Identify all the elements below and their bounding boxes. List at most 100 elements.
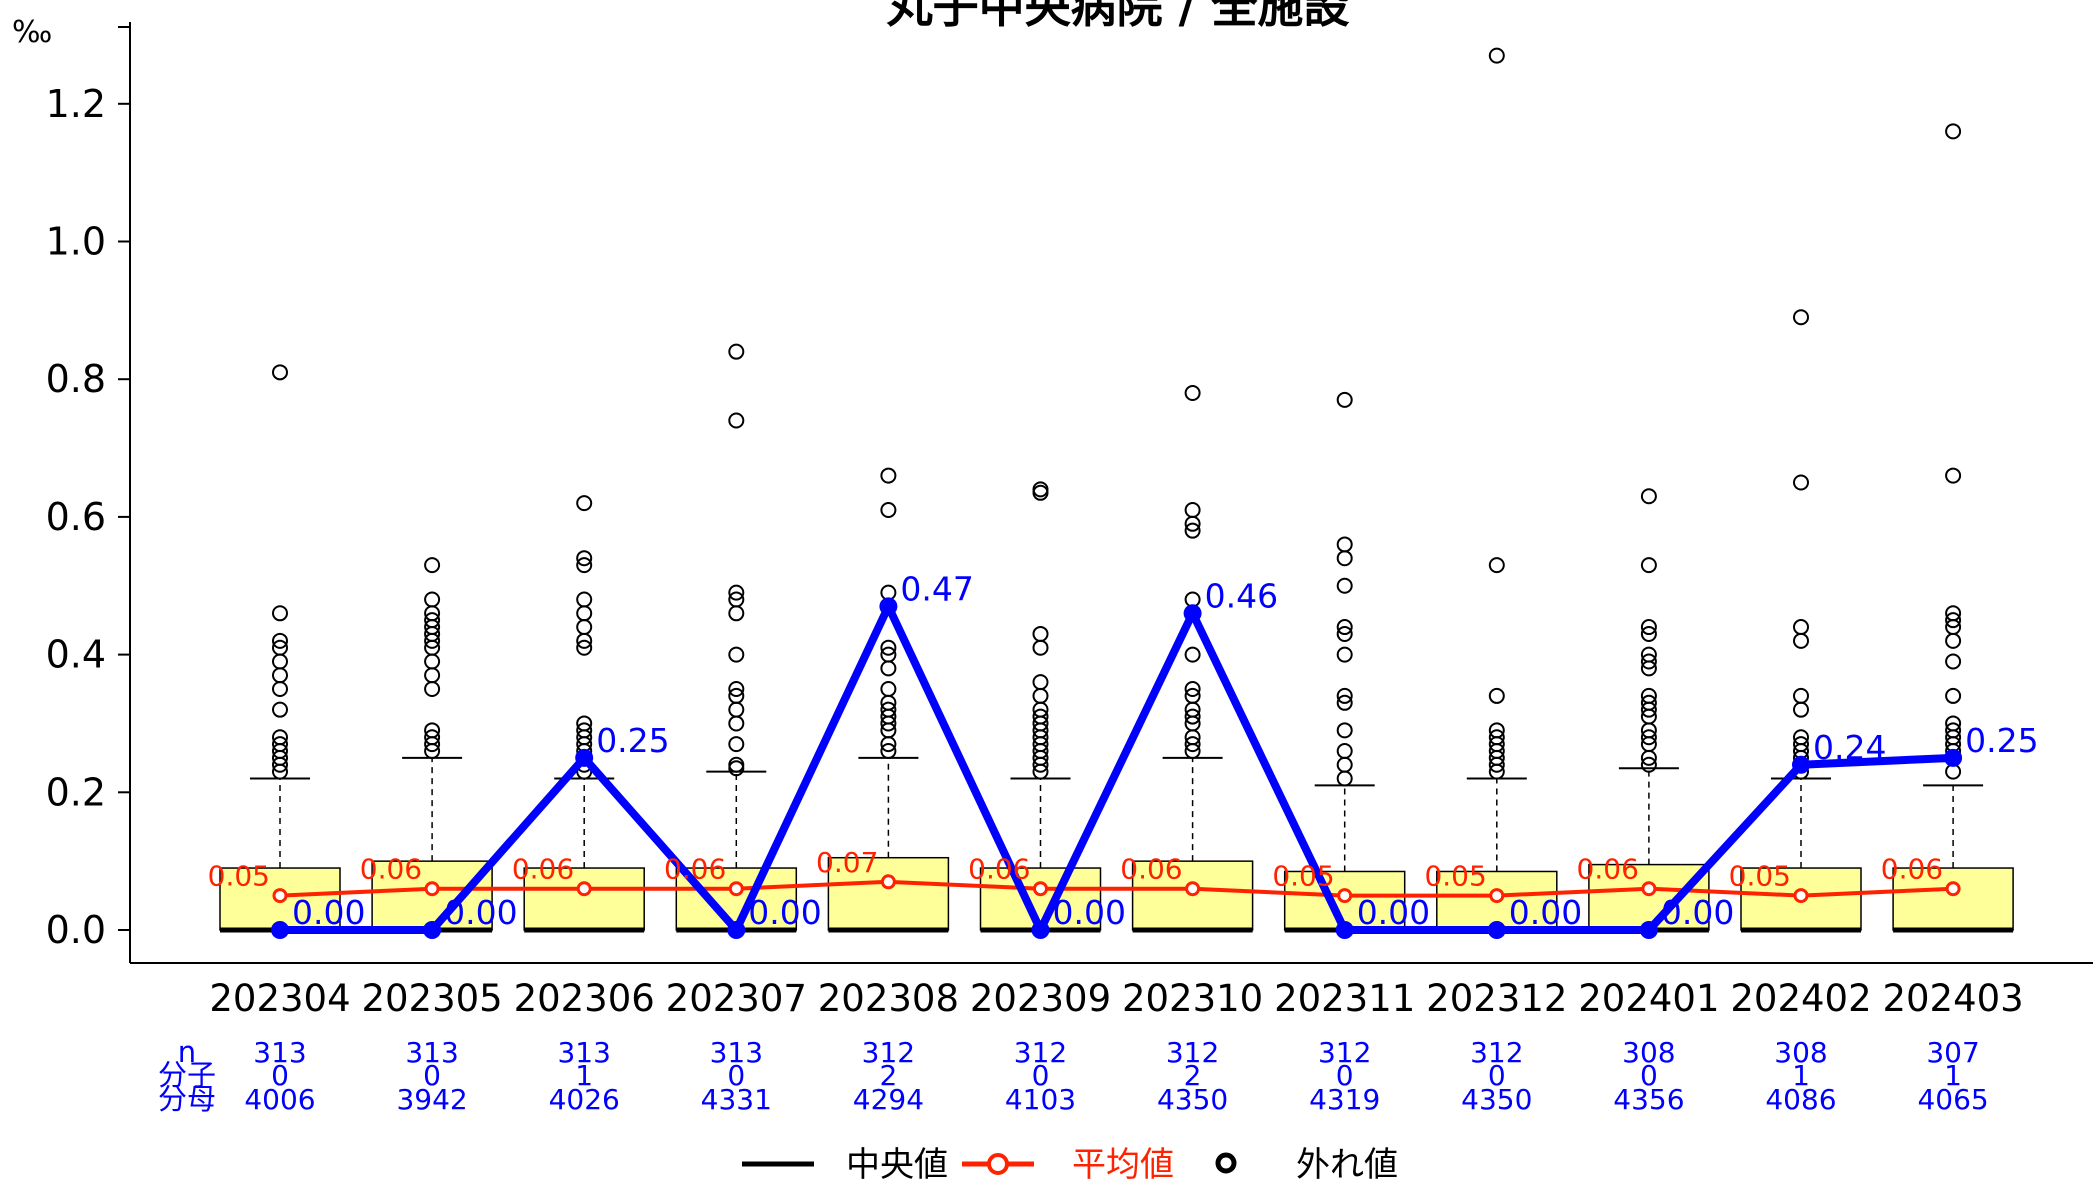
outlier-point xyxy=(880,502,897,519)
outlier-point xyxy=(272,667,288,684)
x-tick-label: 202401 xyxy=(1578,977,1719,1020)
y-tick-label: 0.2 xyxy=(46,770,106,814)
outlier-point xyxy=(1640,749,1657,766)
x-tick-label: 202306 xyxy=(514,977,655,1020)
outlier-point xyxy=(1640,488,1657,505)
x-tick-label: 202311 xyxy=(1274,977,1415,1020)
facility-data-label: 0.46 xyxy=(1205,576,1278,615)
table-n-value: 313 xyxy=(405,1036,458,1069)
mean-point xyxy=(1337,888,1353,904)
outlier-point xyxy=(728,605,745,622)
outlier-point xyxy=(272,605,288,622)
mean-point xyxy=(576,881,592,897)
facility-point xyxy=(1792,755,1810,774)
mean-data-label: 0.06 xyxy=(968,853,1030,886)
facility-data-label: 0.00 xyxy=(444,893,517,932)
outlier-point xyxy=(880,715,897,732)
table-numerator-value: 1 xyxy=(1944,1059,1962,1092)
table-denominator-value: 4294 xyxy=(853,1083,924,1116)
table-n-value: 312 xyxy=(1318,1036,1371,1069)
legend-mean-label: 平均値 xyxy=(1072,1145,1174,1184)
outlier-point xyxy=(1945,632,1962,649)
table-n-value: 308 xyxy=(1774,1036,1827,1069)
y-tick-label: 1.2 xyxy=(46,82,106,126)
outlier-point xyxy=(1032,484,1049,501)
facility-data-label: 0.00 xyxy=(1053,893,1126,932)
mean-point xyxy=(272,888,288,904)
outlier-point xyxy=(272,756,288,773)
outlier-point xyxy=(576,639,593,656)
table-n-value: 312 xyxy=(1470,1036,1523,1069)
x-tick-label: 202308 xyxy=(818,977,959,1020)
outlier-point xyxy=(424,632,441,649)
y-tick-label: 0.8 xyxy=(46,357,106,401)
outlier-point xyxy=(880,742,897,759)
table-n-value: 313 xyxy=(710,1036,763,1069)
outlier-point xyxy=(1336,619,1353,636)
y-tick-label: 0.0 xyxy=(46,908,106,952)
outlier-point xyxy=(1793,474,1809,491)
outlier-point xyxy=(576,619,593,636)
outlier-point xyxy=(1640,619,1657,636)
outlier-point xyxy=(1184,681,1201,698)
facility-point xyxy=(1335,921,1354,939)
table-denominator-value: 4356 xyxy=(1613,1083,1684,1116)
mean-data-label: 0.05 xyxy=(1729,860,1791,893)
table-denominator-value: 4065 xyxy=(1917,1083,1988,1116)
mean-point xyxy=(728,881,744,897)
facility-data-label: 0.00 xyxy=(748,893,821,932)
mean-data-label: 0.06 xyxy=(1577,853,1639,886)
facility-data-label: 0.00 xyxy=(1357,893,1430,932)
facility-point xyxy=(575,748,594,767)
outlier-point xyxy=(1336,722,1353,739)
outlier-point xyxy=(424,742,441,759)
outlier-point xyxy=(728,343,745,360)
x-tick-label: 202307 xyxy=(666,977,807,1020)
table-numerator-value: 0 xyxy=(1032,1059,1050,1092)
facility-point xyxy=(1944,748,1963,767)
x-tick-label: 202310 xyxy=(1122,977,1263,1020)
table-denominator-value: 4319 xyxy=(1309,1083,1380,1116)
table-denominator-value: 4086 xyxy=(1765,1083,1836,1116)
outlier-point xyxy=(728,681,745,698)
outlier-point xyxy=(1184,502,1201,519)
outlier-point xyxy=(576,495,593,512)
outlier-point xyxy=(1184,742,1201,759)
x-tick-label: 202312 xyxy=(1426,977,1567,1020)
facility-data-label: 0.47 xyxy=(900,569,973,608)
outlier-point xyxy=(728,736,745,753)
table-denominator-value: 4331 xyxy=(701,1083,772,1116)
facility-series-line xyxy=(280,602,1954,934)
mean-data-label: 0.06 xyxy=(1881,853,1943,886)
outlier-point xyxy=(1032,756,1049,773)
outlier-point xyxy=(1793,619,1809,636)
outlier-point xyxy=(576,591,593,608)
outlier-point xyxy=(1793,687,1809,704)
outlier-point xyxy=(424,736,441,753)
table-numerator-value: 0 xyxy=(423,1059,441,1092)
box xyxy=(827,856,950,931)
mean-data-label: 0.06 xyxy=(1120,853,1182,886)
mean-data-label: 0.06 xyxy=(512,853,574,886)
outlier-point xyxy=(1184,736,1201,753)
outlier-point xyxy=(1640,557,1657,574)
outlier-point xyxy=(880,467,897,484)
legend-outlier-marker xyxy=(1215,1152,1237,1174)
outlier-point xyxy=(1945,687,1962,704)
outlier-point xyxy=(424,591,441,608)
outlier-point xyxy=(728,760,745,777)
outlier-point xyxy=(880,660,897,677)
table-numerator-value: 1 xyxy=(1792,1059,1810,1092)
outlier-point xyxy=(1032,674,1049,691)
mean-data-label: 0.06 xyxy=(360,853,422,886)
facility-point xyxy=(727,921,746,939)
mean-data-label: 0.05 xyxy=(1424,860,1486,893)
x-tick-label: 202305 xyxy=(361,977,502,1020)
table-n-value: 313 xyxy=(557,1036,610,1069)
facility-point xyxy=(271,921,289,939)
outlier-point xyxy=(1336,550,1353,567)
outlier-point xyxy=(1032,687,1049,704)
outlier-point xyxy=(1184,384,1201,401)
outlier-point xyxy=(1945,467,1962,484)
